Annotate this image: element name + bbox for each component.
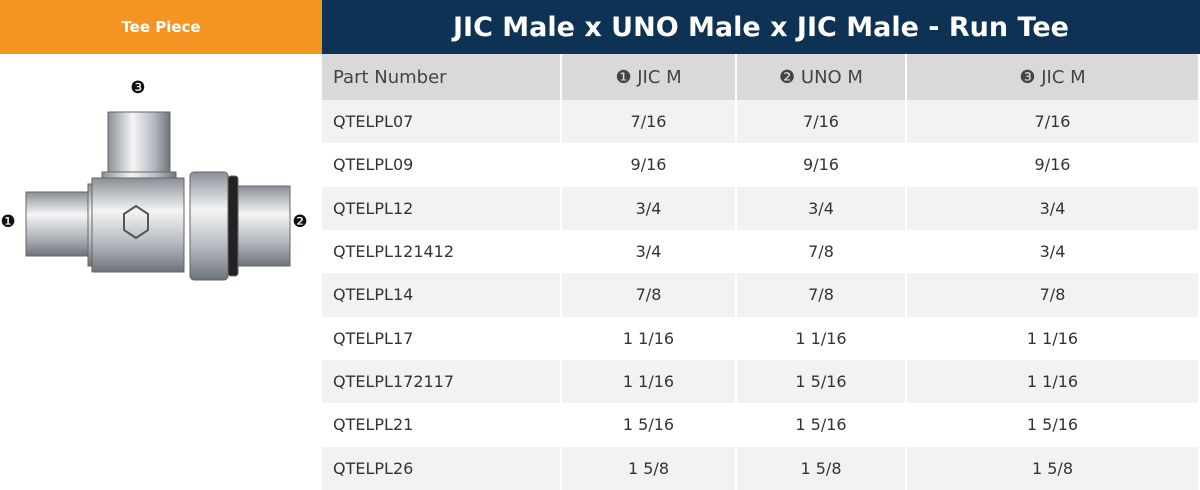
- size-cell: 1 5/16: [737, 403, 907, 447]
- fitting-figure: ❶ ❷ ❸: [0, 78, 308, 281]
- size-cell: 1 5/8: [737, 446, 907, 490]
- table-title: JIC Male x UNO Male x JIC Male - Run Tee: [322, 0, 1200, 54]
- part-number: QTELPL14: [322, 273, 562, 317]
- size-cell: 7/8: [907, 273, 1200, 317]
- part-number: QTELPL121412: [322, 230, 562, 274]
- size-cell: 1 1/16: [562, 316, 737, 360]
- size-cell: 7/16: [562, 100, 737, 144]
- part-number: QTELPL09: [322, 143, 562, 187]
- size-cell: 1 5/16: [562, 403, 737, 447]
- part-number: QTELPL12: [322, 186, 562, 230]
- size-cell: 9/16: [907, 143, 1200, 187]
- size-cell: 3/4: [907, 230, 1200, 274]
- tab-header: Tee Piece: [0, 0, 322, 54]
- size-cell: 7/8: [737, 273, 907, 317]
- column-header: ❷ UNO M: [737, 54, 907, 100]
- column-header: ❶ JIC M: [562, 54, 737, 100]
- fitting-drawing: [25, 111, 291, 281]
- size-cell: 7/16: [907, 100, 1200, 144]
- size-cell: 1 5/8: [907, 446, 1200, 490]
- size-cell: 9/16: [737, 143, 907, 187]
- size-cell: 1 1/16: [562, 360, 737, 404]
- size-cell: 3/4: [562, 230, 737, 274]
- port-label: ❷: [292, 212, 307, 232]
- size-cell: 1 5/16: [737, 360, 907, 404]
- size-cell: 3/4: [562, 186, 737, 230]
- column-header: Part Number: [322, 54, 562, 100]
- part-number: QTELPL17: [322, 316, 562, 360]
- size-cell: 3/4: [737, 186, 907, 230]
- size-cell: 1 5/8: [562, 446, 737, 490]
- part-number: QTELPL07: [322, 100, 562, 144]
- size-cell: 1 5/16: [907, 403, 1200, 447]
- size-cell: 7/8: [737, 230, 907, 274]
- size-cell: 3/4: [907, 186, 1200, 230]
- part-number: QTELPL172117: [322, 360, 562, 404]
- port-label: ❸: [130, 78, 145, 98]
- size-cell: 1 1/16: [907, 360, 1200, 404]
- size-cell: 9/16: [562, 143, 737, 187]
- part-number: QTELPL26: [322, 446, 562, 490]
- column-header: ❸ JIC M: [907, 54, 1200, 100]
- size-cell: 7/16: [737, 100, 907, 144]
- port-label: ❶: [0, 212, 15, 232]
- size-cell: 7/8: [562, 273, 737, 317]
- size-cell: 1 1/16: [737, 316, 907, 360]
- size-cell: 1 1/16: [907, 316, 1200, 360]
- part-number: QTELPL21: [322, 403, 562, 447]
